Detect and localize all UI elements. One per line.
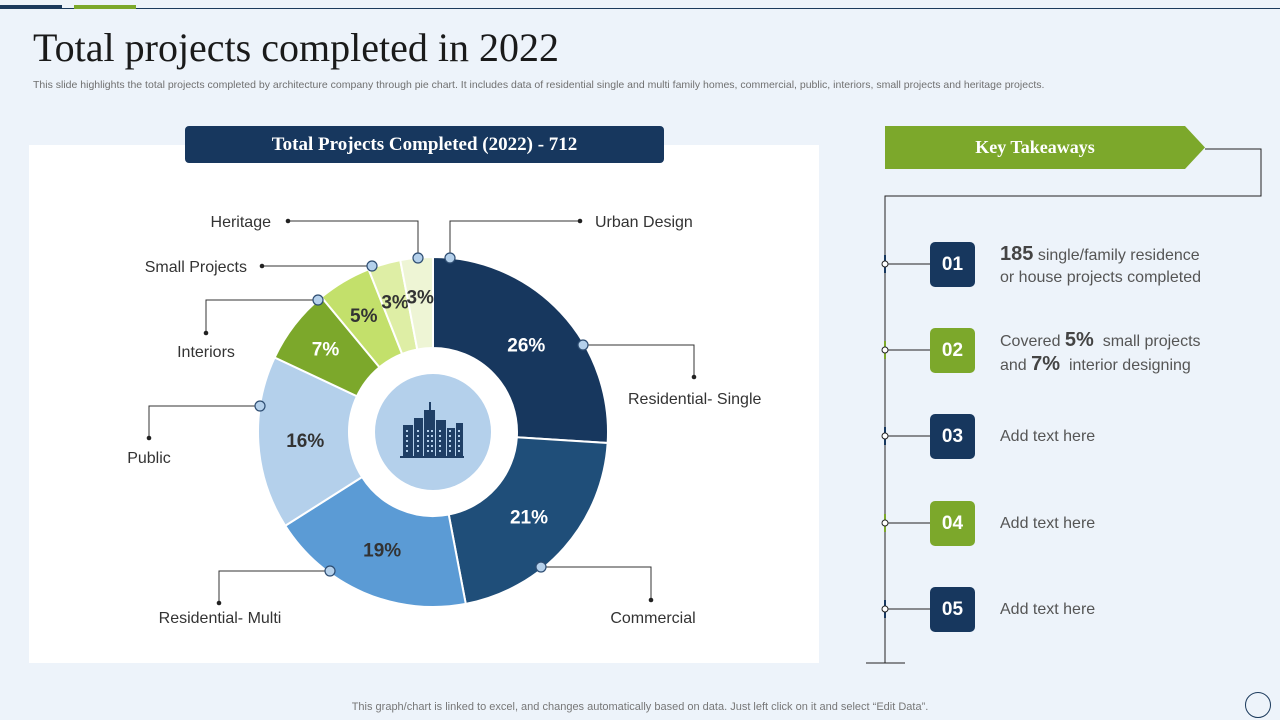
leader-anchor [254,400,266,412]
chart-title: Total Projects Completed (2022) - 712 [185,126,664,163]
category-label: Commercial [610,610,695,627]
leader-line [218,570,330,603]
slice-value-label: 21% [510,508,548,529]
slice-value-label: 3% [381,292,409,313]
leader-anchor [535,561,547,573]
page-title: Total projects completed in 2022 [33,25,559,70]
footer-note: This graph/chart is linked to excel, and… [351,701,929,713]
top-accent-dark [0,5,62,9]
category-label: Residential- Single [628,391,762,408]
takeaway-text: Covered 5% small projects and 7% interior… [1000,329,1201,375]
corner-circle-icon [1245,692,1271,718]
key-takeaways-title: Key Takeaways [975,137,1095,157]
takeaway-text: Add text here [1000,428,1096,445]
leader-end-dot [259,263,265,269]
top-rule [0,8,1280,9]
category-label: Urban Design [595,214,693,231]
takeaway-number-badge: 03 [930,414,975,459]
category-label: Small Projects [145,259,247,276]
leader-anchor [412,252,424,264]
takeaway-text: Add text here [1000,515,1096,532]
category-label: Interiors [177,344,235,361]
leader-anchor [577,339,589,351]
takeaway-connector-dot [881,519,889,527]
takeaway-text: 185 single/family residence or house proj… [1000,243,1201,286]
takeaway-connector-dot [881,346,889,354]
top-accent-green [74,5,136,9]
leader-line [583,344,695,377]
takeaway-number-badge: 02 [930,328,975,373]
category-label: Public [127,450,171,467]
slice-value-label: 3% [406,288,434,309]
leader-end-dot [648,597,654,603]
leader-end-dot [146,435,152,441]
leader-line [449,220,580,258]
takeaway-number-badge: 05 [930,587,975,632]
leader-line [288,220,419,258]
leader-end-dot [216,600,222,606]
leader-end-dot [203,330,209,336]
takeaway-number-badge: 01 [930,242,975,287]
leader-line [541,566,652,600]
leader-end-dot [691,374,697,380]
page-subtitle: This slide highlights the total projects… [33,79,1045,91]
slice-value-label: 16% [286,431,324,452]
takeaway-connector-dot [881,260,889,268]
slice-value-label: 5% [350,306,378,327]
city-buildings-icon [400,402,464,458]
leader-anchor [312,294,324,306]
slice-value-label: 19% [363,540,401,561]
leader-line [148,405,260,438]
takeaway-connector-dot [881,432,889,440]
leader-anchor [366,260,378,272]
slice-value-label: 7% [312,340,340,361]
leader-line [205,299,318,333]
category-label: Residential- Multi [159,610,282,627]
takeaway-number-badge: 04 [930,501,975,546]
leader-anchor [324,565,336,577]
category-label: Heritage [211,214,272,231]
leader-end-dot [577,218,583,224]
leader-anchor [444,252,456,264]
takeaway-text: Add text here [1000,601,1096,618]
key-takeaways-banner [885,126,1205,169]
leader-end-dot [285,218,291,224]
takeaway-connector-dot [881,605,889,613]
slice-value-label: 26% [507,335,545,356]
